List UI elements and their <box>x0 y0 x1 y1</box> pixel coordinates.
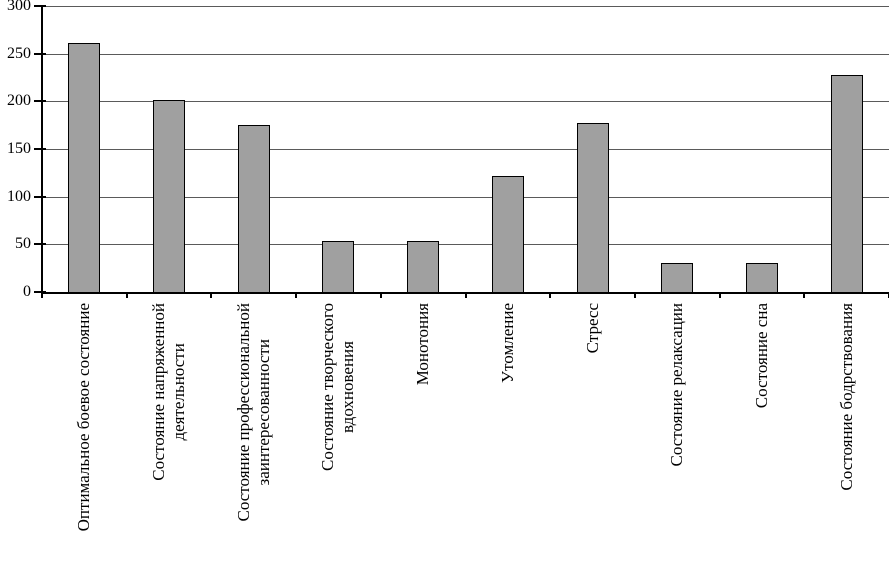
x-category-label-text: Стресс <box>582 303 602 354</box>
x-category-label: Утомление <box>498 303 518 573</box>
x-category-label: Монотония <box>413 303 433 573</box>
x-category-label-text: Состояние релаксации <box>667 303 687 467</box>
x-category-label-text: Состояние сна <box>751 303 771 409</box>
x-tick-mark <box>41 292 43 298</box>
y-tick-mark <box>34 52 46 55</box>
y-tick-mark <box>34 5 46 7</box>
y-tick-label: 50 <box>15 235 31 253</box>
x-category-label: Состояние творческого вдохновения <box>318 303 358 573</box>
x-tick-mark <box>464 292 467 298</box>
y-tick-mark <box>34 195 46 198</box>
gridline <box>42 6 889 7</box>
gridline <box>42 196 889 198</box>
x-tick-mark <box>803 292 806 298</box>
bar <box>745 263 778 292</box>
bar <box>68 43 101 292</box>
x-category-label: Состояние релаксации <box>667 303 687 573</box>
x-category-label: Состояние бодрствования <box>837 303 857 573</box>
bar <box>322 241 355 292</box>
x-category-label: Состояние напряженной деятельности <box>149 303 189 573</box>
gridline <box>42 244 889 246</box>
x-category-label-text: Утомление <box>497 303 517 383</box>
x-tick-mark <box>125 292 128 298</box>
x-category-label-text: Состояние творческого вдохновения <box>318 303 358 471</box>
bar <box>491 175 524 292</box>
x-tick-mark <box>633 292 636 298</box>
y-tick-label: 0 <box>23 283 31 300</box>
x-tick-mark <box>210 292 213 298</box>
y-tick-mark <box>34 291 46 293</box>
y-tick-label: 100 <box>7 187 31 205</box>
x-tick-mark <box>549 292 552 298</box>
x-category-label-text: Состояние профессиональной заинтересован… <box>233 303 273 522</box>
x-category-label-text: Оптимальное боевое состояние <box>74 303 94 532</box>
y-tick-label: 300 <box>7 0 31 14</box>
x-axis-line <box>41 292 889 294</box>
y-tick-label: 200 <box>7 92 31 110</box>
bar <box>661 263 694 292</box>
gridline <box>42 53 889 55</box>
x-tick-mark <box>295 292 298 298</box>
x-category-label: Оптимальное боевое состояние <box>74 303 94 573</box>
x-category-label-text: Состояние напряженной деятельности <box>149 303 189 481</box>
bar <box>407 240 440 292</box>
gridline <box>42 149 889 150</box>
y-tick-mark <box>34 148 46 150</box>
x-tick-mark <box>379 292 382 298</box>
bar <box>830 74 863 292</box>
y-tick-label: 150 <box>7 140 31 157</box>
x-category-label: Состояние профессиональной заинтересован… <box>234 303 274 573</box>
x-category-label-text: Монотония <box>413 303 433 386</box>
y-axis-line <box>41 6 43 294</box>
y-tick-mark <box>34 100 46 103</box>
x-category-label-text: Состояние бодрствования <box>836 303 856 491</box>
x-tick-mark <box>718 292 721 298</box>
y-tick-label: 250 <box>7 44 31 62</box>
x-category-label: Стресс <box>583 303 603 573</box>
gridline <box>42 101 889 103</box>
bar <box>237 125 270 292</box>
bar <box>153 100 186 292</box>
bar <box>576 123 609 292</box>
y-tick-mark <box>34 243 46 246</box>
x-category-label: Состояние сна <box>752 303 772 573</box>
